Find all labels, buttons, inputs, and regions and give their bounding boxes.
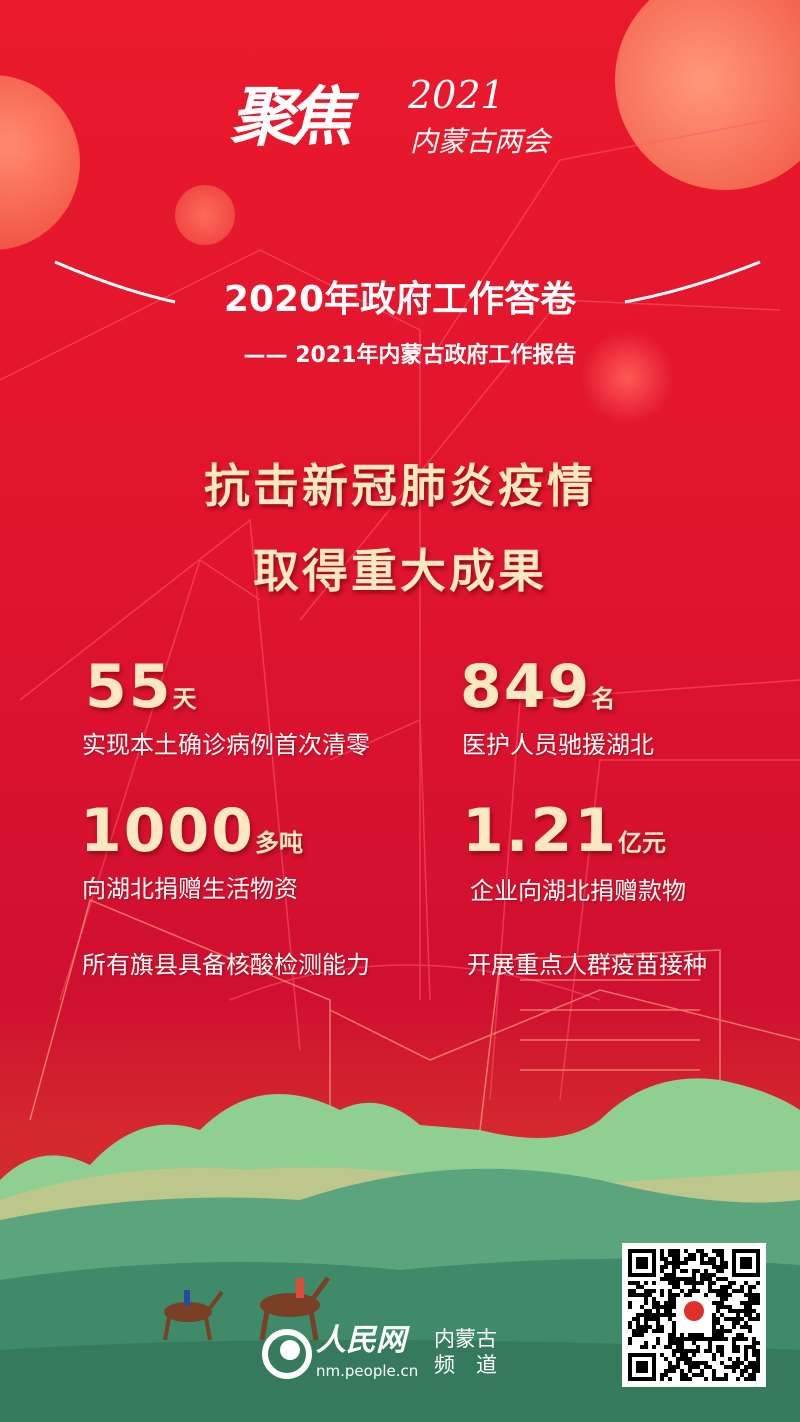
qr-code[interactable] [622,1243,766,1387]
people-daily-emblem-icon [262,1329,312,1379]
title-flourish-right [624,260,761,304]
stat-number: 1.21亿元 [462,796,667,866]
stat-number: 1000多吨 [80,796,303,866]
site-url: nm.people.cn [316,1362,419,1380]
decor-glow [580,330,675,425]
extra-item: 所有旗县具备核酸检测能力 [82,951,370,979]
decor-circle-small [175,185,235,245]
stat-label: 医护人员驰援湖北 [462,731,654,759]
page-subtitle: —— 2021年内蒙古政府工作报告 [243,343,577,368]
stat-label: 实现本土确诊病例首次清零 [82,731,370,759]
stat-number: 849名 [460,652,616,722]
people-daily-logo: 人民网 内蒙古 频 道 nm.people.cn [262,1323,502,1386]
headline-line-2: 取得重大成果 [253,544,547,598]
event-logo: 聚焦 2021 内蒙古两会 [230,70,590,180]
logo-sub-text: 内蒙古两会 [410,125,551,158]
page-title: 2020年政府工作答卷 [223,279,577,320]
title-flourish-left [54,260,176,304]
horse-riders-illustration [163,1276,331,1341]
stat-label: 企业向湖北捐赠款物 [470,877,686,905]
green-hills-landscape [0,1078,800,1422]
qr-code-icon [628,1249,760,1381]
stat-label: 向湖北捐赠生活物资 [82,875,298,903]
logo-year: 2021 [408,73,505,117]
channel-name: 内蒙古 频 道 [434,1327,497,1377]
headline-line-1: 抗击新冠肺炎疫情 [204,459,596,513]
logo-main-text: 聚焦 [230,80,352,155]
stat-number: 55天 [85,652,197,722]
extra-item: 开展重点人群疫苗接种 [467,951,707,979]
brand-name: 人民网 [316,1323,406,1358]
